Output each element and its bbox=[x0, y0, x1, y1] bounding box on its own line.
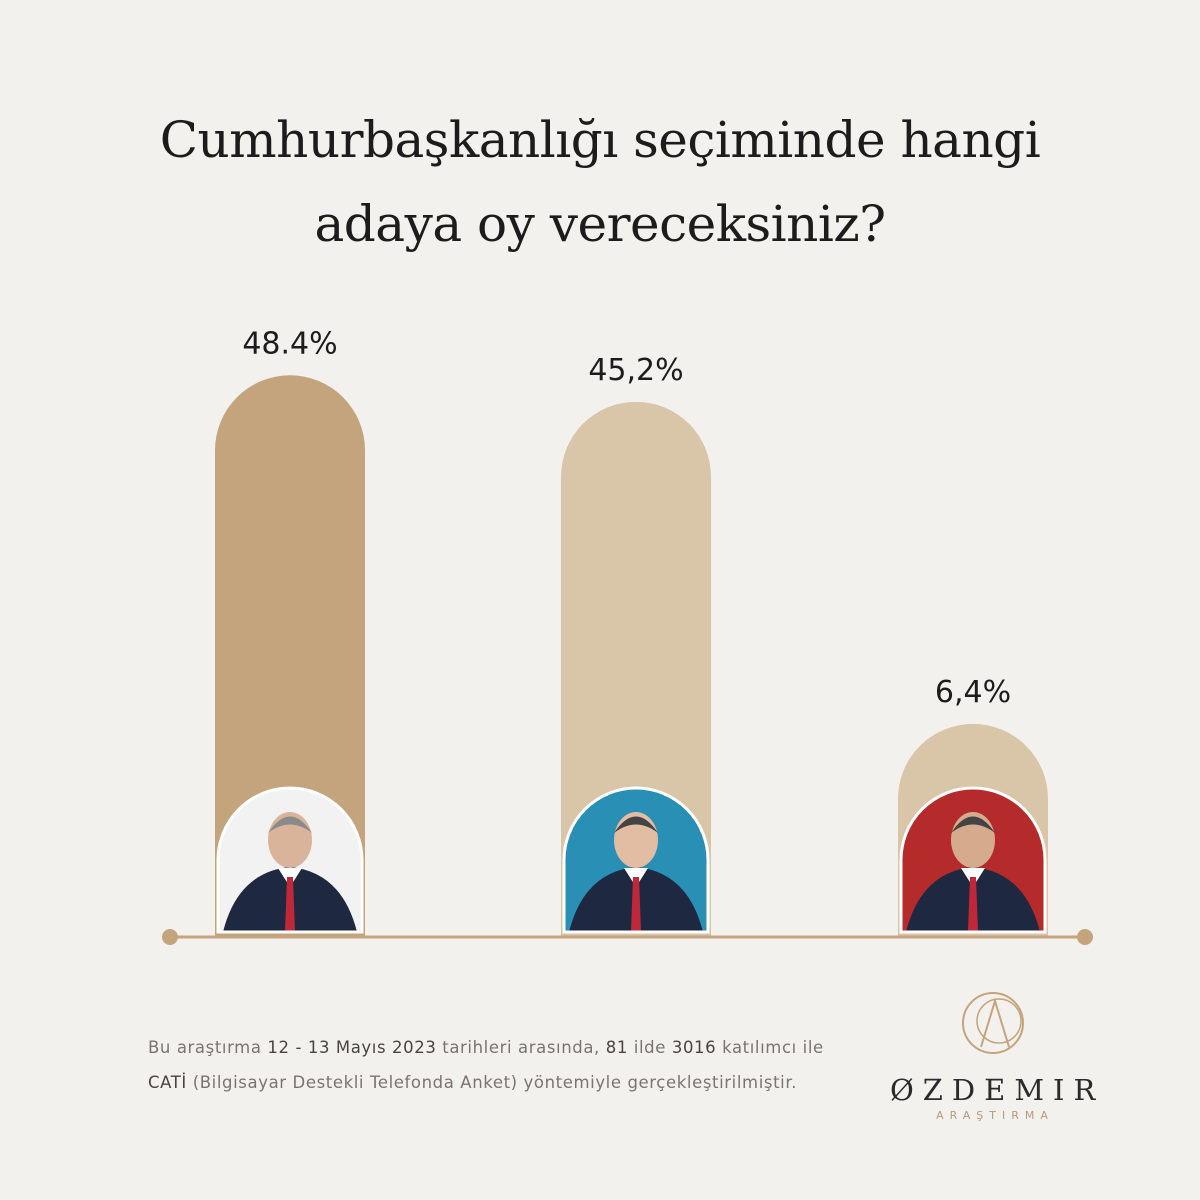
footer-text: Bu araştırma bbox=[148, 1038, 268, 1057]
photo-frame bbox=[216, 786, 364, 934]
logo: ØZDEMIR ARAŞTIRMA bbox=[890, 985, 1100, 1122]
logo-name: ØZDEMIR bbox=[890, 1073, 1105, 1107]
logo-subtitle: ARAŞTIRMA bbox=[936, 1109, 1054, 1122]
footer-highlight: 81 bbox=[605, 1038, 628, 1057]
photo-frame bbox=[899, 786, 1047, 934]
footer-highlight: 3016 bbox=[671, 1038, 717, 1057]
footer-text: tarihleri arasında, bbox=[436, 1038, 606, 1057]
axis-end-dot bbox=[1077, 929, 1093, 945]
footer-text: katılımcı ile bbox=[716, 1038, 824, 1057]
methodology-note: Bu araştırma 12 - 13 Mayıs 2023 tarihler… bbox=[148, 1030, 868, 1100]
data-label: 45,2% bbox=[588, 353, 683, 388]
candidate-photo bbox=[901, 788, 1045, 932]
data-label: 6,4% bbox=[935, 675, 1011, 710]
footer-text: (Bilgisayar Destekli Telefonda Anket) yö… bbox=[186, 1073, 798, 1092]
bar bbox=[215, 375, 365, 937]
photo-frame bbox=[562, 786, 710, 934]
footer-highlight: 12 - 13 Mayıs 2023 bbox=[267, 1038, 437, 1057]
footer-text: ilde bbox=[627, 1038, 672, 1057]
candidate-photo bbox=[564, 788, 708, 932]
data-label: 48.4% bbox=[242, 326, 337, 361]
bar-chart: 48.4% 45,2% 6,4% bbox=[162, 326, 1093, 945]
footer-highlight: CATİ bbox=[148, 1073, 187, 1092]
title-line-1: Cumhurbaşkanlığı seçiminde hangi bbox=[159, 111, 1041, 169]
title-line-2: adaya oy vereceksiniz? bbox=[314, 195, 886, 253]
candidate-photo bbox=[218, 788, 362, 932]
axis-end-dot bbox=[162, 929, 178, 945]
chart-title: Cumhurbaşkanlığı seçiminde hangi adaya o… bbox=[0, 98, 1200, 266]
logo-emblem-icon bbox=[962, 992, 1024, 1054]
